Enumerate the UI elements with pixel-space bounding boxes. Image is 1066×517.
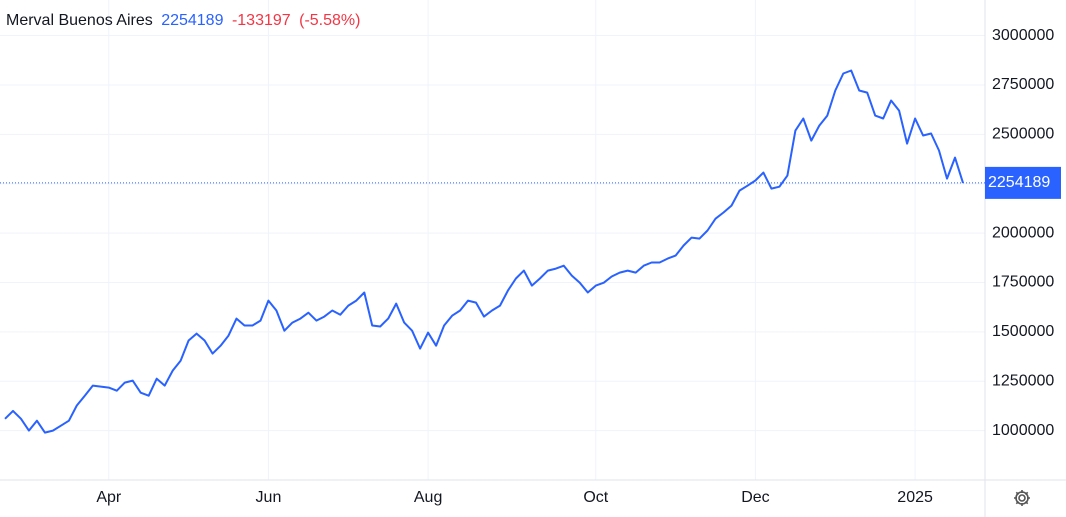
y-tick-label: 1750000 — [992, 274, 1054, 291]
x-tick-label: 2025 — [897, 489, 933, 506]
last-price-label: 2254189 — [988, 174, 1050, 191]
y-tick-label: 2000000 — [992, 224, 1054, 241]
y-tick-label: 2500000 — [992, 126, 1054, 143]
x-tick-label: Apr — [96, 489, 122, 506]
y-tick-label: 1000000 — [992, 422, 1054, 439]
price-line — [4, 69, 964, 434]
last-price-badge — [985, 166, 1061, 199]
change: -133197 — [231, 12, 291, 29]
y-tick-label: 3000000 — [992, 27, 1054, 44]
title: Merval Buenos Aires — [6, 12, 153, 29]
header: Merval Buenos Aires 2254189 -133197 (-5.… — [6, 12, 364, 30]
y-tick-label: 1500000 — [992, 323, 1054, 340]
y-tick-label: 1250000 — [992, 372, 1054, 389]
x-tick-label: Jun — [256, 489, 282, 506]
change-percent: (-5.58%) — [299, 12, 361, 29]
settings-icon[interactable] — [1014, 490, 1030, 506]
y-tick-label: 2750000 — [992, 76, 1054, 93]
plot: 1000000125000015000001750000200000022500… — [0, 27, 1061, 506]
last-value: 2254189 — [161, 12, 224, 29]
x-tick-label: Aug — [414, 489, 442, 506]
x-tick-label: Oct — [583, 489, 608, 506]
x-tick-label: Dec — [741, 489, 769, 506]
